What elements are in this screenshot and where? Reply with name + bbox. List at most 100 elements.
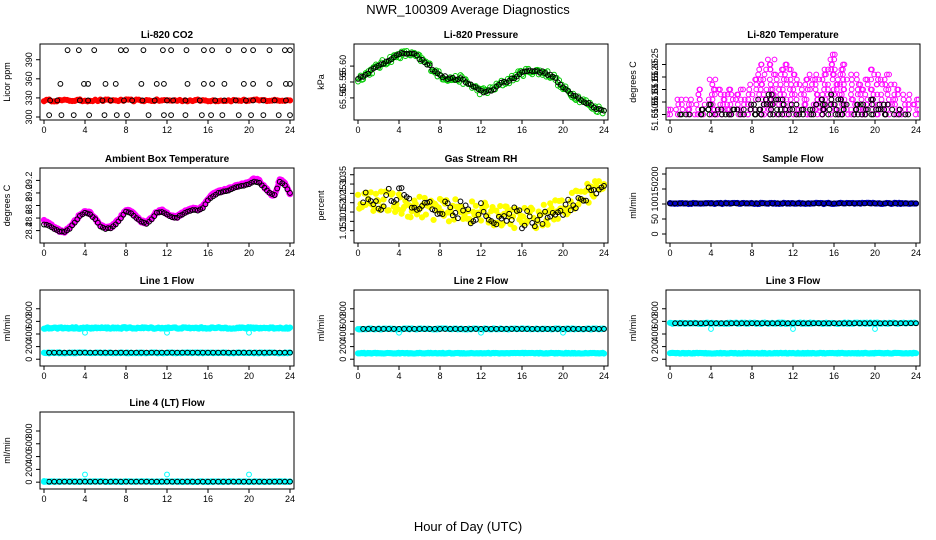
data-point: [777, 81, 784, 88]
data-point: [452, 196, 459, 203]
data-point: [598, 107, 605, 113]
data-point: [813, 71, 820, 78]
data-point: [804, 111, 811, 118]
data-point: [667, 106, 672, 113]
data-point: [812, 86, 819, 93]
plot-frame: [39, 43, 295, 121]
data-point: [780, 66, 787, 73]
x-tick-label: 4: [708, 248, 713, 258]
data-point: [170, 97, 177, 104]
y-axis-label: degrees C: [2, 184, 12, 226]
data-point: [416, 56, 423, 63]
y-tick-label: 330: [24, 90, 34, 105]
data-point: [791, 91, 798, 98]
data-point: [809, 76, 816, 83]
x-tick-label: 8: [749, 125, 754, 135]
x-tick-label: 8: [749, 248, 754, 258]
data-point: [827, 56, 834, 63]
data-point: [752, 96, 759, 103]
data-point: [457, 72, 464, 78]
points-layer: [355, 325, 607, 357]
data-point: [905, 111, 912, 118]
x-tick-label: 12: [162, 248, 172, 258]
data-point: [389, 190, 396, 197]
data-point: [599, 110, 606, 117]
data-point: [802, 81, 809, 88]
data-point: [121, 97, 127, 104]
points-layer: [667, 51, 919, 118]
data-point: [890, 96, 896, 103]
data-point: [75, 47, 82, 54]
data-point: [793, 96, 800, 103]
data-point: [393, 197, 400, 203]
data-point: [673, 106, 679, 113]
data-point: [830, 86, 837, 93]
data-point: [46, 112, 53, 118]
y-tick-label: 28.6: [24, 209, 34, 227]
data-point: [287, 47, 293, 54]
data-point: [271, 192, 278, 198]
data-point: [362, 189, 369, 196]
data-point: [373, 198, 379, 205]
data-point: [885, 86, 892, 93]
data-point: [82, 471, 88, 478]
data-point: [271, 97, 278, 104]
data-point: [741, 96, 748, 103]
data-point: [807, 86, 813, 93]
data-point: [443, 197, 450, 204]
x-tick-label: 12: [162, 125, 172, 135]
points-layer: [41, 47, 293, 118]
data-point: [552, 75, 559, 81]
data-point: [139, 97, 146, 104]
data-point: [208, 112, 214, 118]
points-layer: [41, 175, 293, 236]
data-point: [902, 101, 908, 108]
x-tick-label: 4: [708, 371, 713, 381]
data-point: [112, 81, 119, 87]
y-axis-label: ml/min: [628, 315, 638, 342]
data-point: [164, 471, 170, 478]
y-tick-label: 1.25: [338, 185, 348, 203]
data-point: [746, 86, 753, 93]
data-point: [724, 91, 731, 98]
data-point: [199, 205, 206, 211]
data-point: [874, 91, 881, 98]
data-point: [886, 71, 892, 78]
y-tick-label: 51.6505: [650, 98, 660, 131]
data-point: [804, 86, 811, 93]
data-point: [414, 52, 420, 59]
data-point: [396, 329, 402, 336]
data-point: [747, 81, 754, 88]
data-point: [601, 183, 607, 189]
data-point: [900, 96, 907, 103]
data-point: [426, 198, 433, 205]
data-point: [483, 202, 490, 209]
data-point: [526, 213, 533, 220]
data-point: [864, 81, 871, 88]
data-point: [798, 106, 805, 113]
y-tick-label: 0: [24, 480, 34, 485]
panel-grid: Li-820 CO2 Licor ppm 0 4 8 12 16 20 24 300 330 360 3…: [2, 30, 921, 504]
x-tick-label: 16: [829, 371, 839, 381]
data-point: [59, 228, 65, 235]
y-tick-label: 0: [650, 357, 660, 362]
data-point: [715, 86, 722, 93]
data-point: [478, 329, 484, 336]
data-point: [388, 198, 395, 204]
data-point: [570, 92, 577, 99]
points-layer: [355, 47, 607, 117]
x-tick-label: 20: [244, 248, 254, 258]
data-point: [868, 111, 875, 118]
data-point: [685, 101, 692, 108]
x-tick-label: 20: [870, 248, 880, 258]
data-point: [783, 81, 790, 88]
data-point: [380, 196, 387, 203]
data-point: [753, 81, 760, 88]
data-point: [164, 329, 170, 336]
data-point: [250, 47, 257, 54]
data-point: [176, 212, 183, 219]
data-point: [480, 89, 487, 96]
x-tick-label: 20: [870, 125, 880, 135]
data-point: [708, 91, 715, 98]
data-point: [447, 75, 454, 82]
